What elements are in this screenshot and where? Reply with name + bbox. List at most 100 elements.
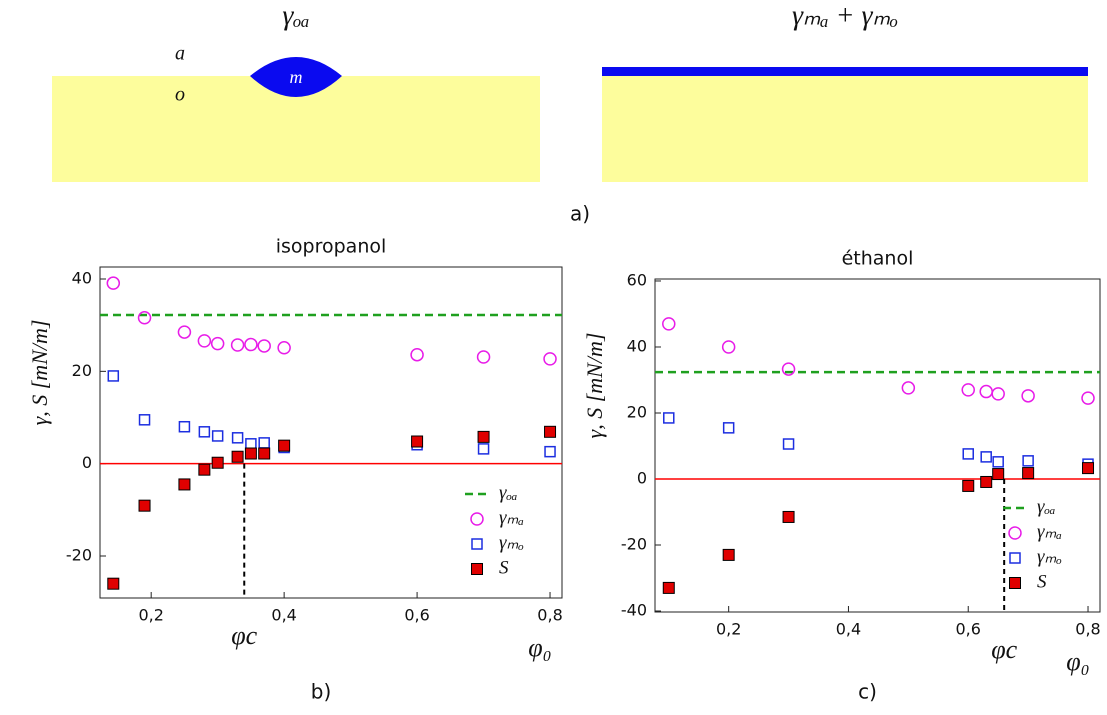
x-tick-label: 0,6 bbox=[956, 620, 981, 639]
legend-marker bbox=[471, 538, 483, 550]
marker-square bbox=[663, 412, 675, 424]
chart-title: isopropanol bbox=[276, 236, 387, 258]
y-tick-label: 20 bbox=[627, 402, 647, 421]
marker-square bbox=[107, 370, 120, 382]
legend-marker bbox=[470, 512, 484, 526]
diagram-label: γₘₐ + γₘₒ bbox=[792, 0, 898, 31]
marker-filled-square bbox=[178, 478, 191, 491]
x-tick-label: 0,2 bbox=[716, 620, 741, 639]
legend-label: γₘₒ bbox=[499, 532, 524, 553]
legend-label: S bbox=[499, 557, 509, 578]
marker-filled-square bbox=[962, 479, 975, 492]
marker-circle bbox=[210, 336, 225, 351]
critical-label: φc bbox=[991, 635, 1017, 664]
marker-circle bbox=[961, 383, 975, 397]
marker-circle bbox=[230, 338, 245, 352]
panel-label: c) bbox=[858, 680, 877, 704]
marker-square bbox=[211, 430, 224, 442]
marker-square bbox=[1022, 455, 1034, 467]
marker-circle bbox=[137, 311, 152, 325]
marker-circle bbox=[991, 387, 1005, 401]
y-tick-label: 20 bbox=[72, 361, 92, 380]
marker-filled-square bbox=[138, 499, 151, 512]
legend-label: γₒₐ bbox=[1037, 496, 1055, 517]
marker-circle bbox=[781, 362, 796, 376]
marker-circle bbox=[257, 339, 271, 353]
marker-filled-square bbox=[544, 425, 557, 438]
film bbox=[602, 67, 1088, 76]
marker-circle bbox=[106, 276, 121, 290]
x-tick-label: 0,6 bbox=[404, 606, 429, 625]
marker-square bbox=[782, 438, 795, 450]
plot-frame bbox=[99, 266, 563, 599]
marker-filled-square bbox=[782, 510, 795, 523]
x-axis-label: φ₀ bbox=[528, 633, 551, 662]
y-axis-label: γ, S [mN/m] bbox=[27, 320, 52, 426]
y-tick-label: 60 bbox=[627, 270, 647, 289]
marker-circle bbox=[244, 337, 258, 352]
drop bbox=[250, 57, 342, 97]
y-axis-label: γ, S [mN/m] bbox=[582, 333, 607, 439]
legend-marker bbox=[1009, 552, 1021, 564]
marker-filled-square bbox=[477, 430, 490, 443]
marker-square bbox=[722, 422, 735, 434]
panel-label: b) bbox=[311, 680, 332, 704]
marker-square bbox=[178, 420, 191, 433]
marker-circle bbox=[662, 317, 676, 331]
marker-square bbox=[231, 432, 244, 444]
marker-filled-square bbox=[1022, 467, 1035, 480]
y-tick-label: 0 bbox=[82, 453, 92, 472]
legend-label: γₘₐ bbox=[1037, 521, 1062, 542]
marker-filled-square bbox=[992, 468, 1005, 481]
marker-circle bbox=[476, 350, 491, 364]
x-tick-label: 0,8 bbox=[1075, 620, 1100, 639]
plot-frame bbox=[654, 278, 1101, 613]
legend-marker bbox=[471, 563, 483, 575]
marker-square bbox=[138, 414, 151, 426]
marker-square bbox=[544, 445, 556, 458]
legend-marker bbox=[1008, 526, 1022, 540]
marker-circle bbox=[543, 352, 557, 366]
diagram-label: γₒₐ bbox=[282, 0, 309, 31]
y-tick-label: -20 bbox=[621, 535, 647, 554]
marker-square bbox=[258, 437, 270, 449]
marker-filled-square bbox=[231, 450, 244, 463]
marker-square bbox=[962, 448, 974, 460]
marker-square bbox=[477, 443, 490, 455]
panel-label: a) bbox=[570, 202, 590, 226]
legend-label: γₘₒ bbox=[1037, 546, 1062, 567]
marker-circle bbox=[410, 347, 424, 362]
x-tick-label: 0,4 bbox=[271, 606, 296, 625]
marker-filled-square bbox=[107, 577, 120, 590]
marker-circle bbox=[177, 325, 192, 339]
marker-square bbox=[245, 438, 257, 450]
chart-title: éthanol bbox=[842, 248, 914, 270]
legend-label: γₘₐ bbox=[499, 507, 524, 528]
marker-filled-square bbox=[211, 456, 224, 469]
phase-label: o bbox=[175, 84, 185, 106]
legend-label: γₒₐ bbox=[499, 482, 517, 503]
marker-circle bbox=[1081, 391, 1095, 405]
marker-filled-square bbox=[411, 435, 424, 448]
marker-circle bbox=[721, 340, 736, 354]
marker-filled-square bbox=[198, 463, 211, 476]
marker-filled-square bbox=[258, 447, 271, 460]
oil-phase bbox=[602, 76, 1088, 182]
x-axis-label: φ₀ bbox=[1066, 647, 1089, 676]
marker-circle bbox=[277, 341, 291, 355]
x-tick-label: 0,4 bbox=[836, 620, 861, 639]
marker-circle bbox=[901, 381, 916, 395]
critical-label: φc bbox=[231, 621, 257, 650]
marker-circle bbox=[197, 334, 212, 348]
x-tick-label: 0,2 bbox=[138, 606, 163, 625]
y-tick-label: 40 bbox=[627, 336, 647, 355]
marker-filled-square bbox=[1082, 462, 1095, 475]
y-tick-label: -20 bbox=[66, 545, 92, 564]
marker-circle bbox=[1021, 389, 1035, 403]
marker-filled-square bbox=[662, 581, 675, 594]
x-tick-label: 0,8 bbox=[537, 606, 562, 625]
legend-label: S bbox=[1037, 571, 1047, 592]
legend-marker bbox=[1009, 577, 1021, 589]
marker-square bbox=[992, 456, 1004, 468]
